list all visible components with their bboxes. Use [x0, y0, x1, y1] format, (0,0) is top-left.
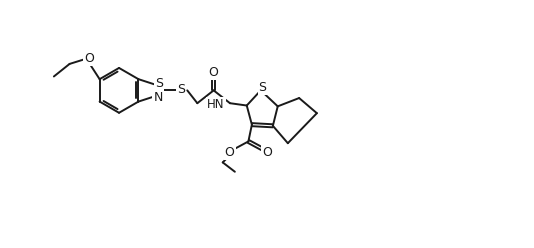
Text: N: N [153, 91, 163, 104]
Text: O: O [209, 66, 218, 79]
Text: O: O [84, 53, 94, 65]
Text: S: S [177, 83, 185, 96]
Text: S: S [155, 77, 163, 90]
Text: O: O [262, 146, 272, 159]
Text: O: O [225, 146, 234, 159]
Text: HN: HN [207, 98, 225, 111]
Text: S: S [258, 81, 266, 94]
